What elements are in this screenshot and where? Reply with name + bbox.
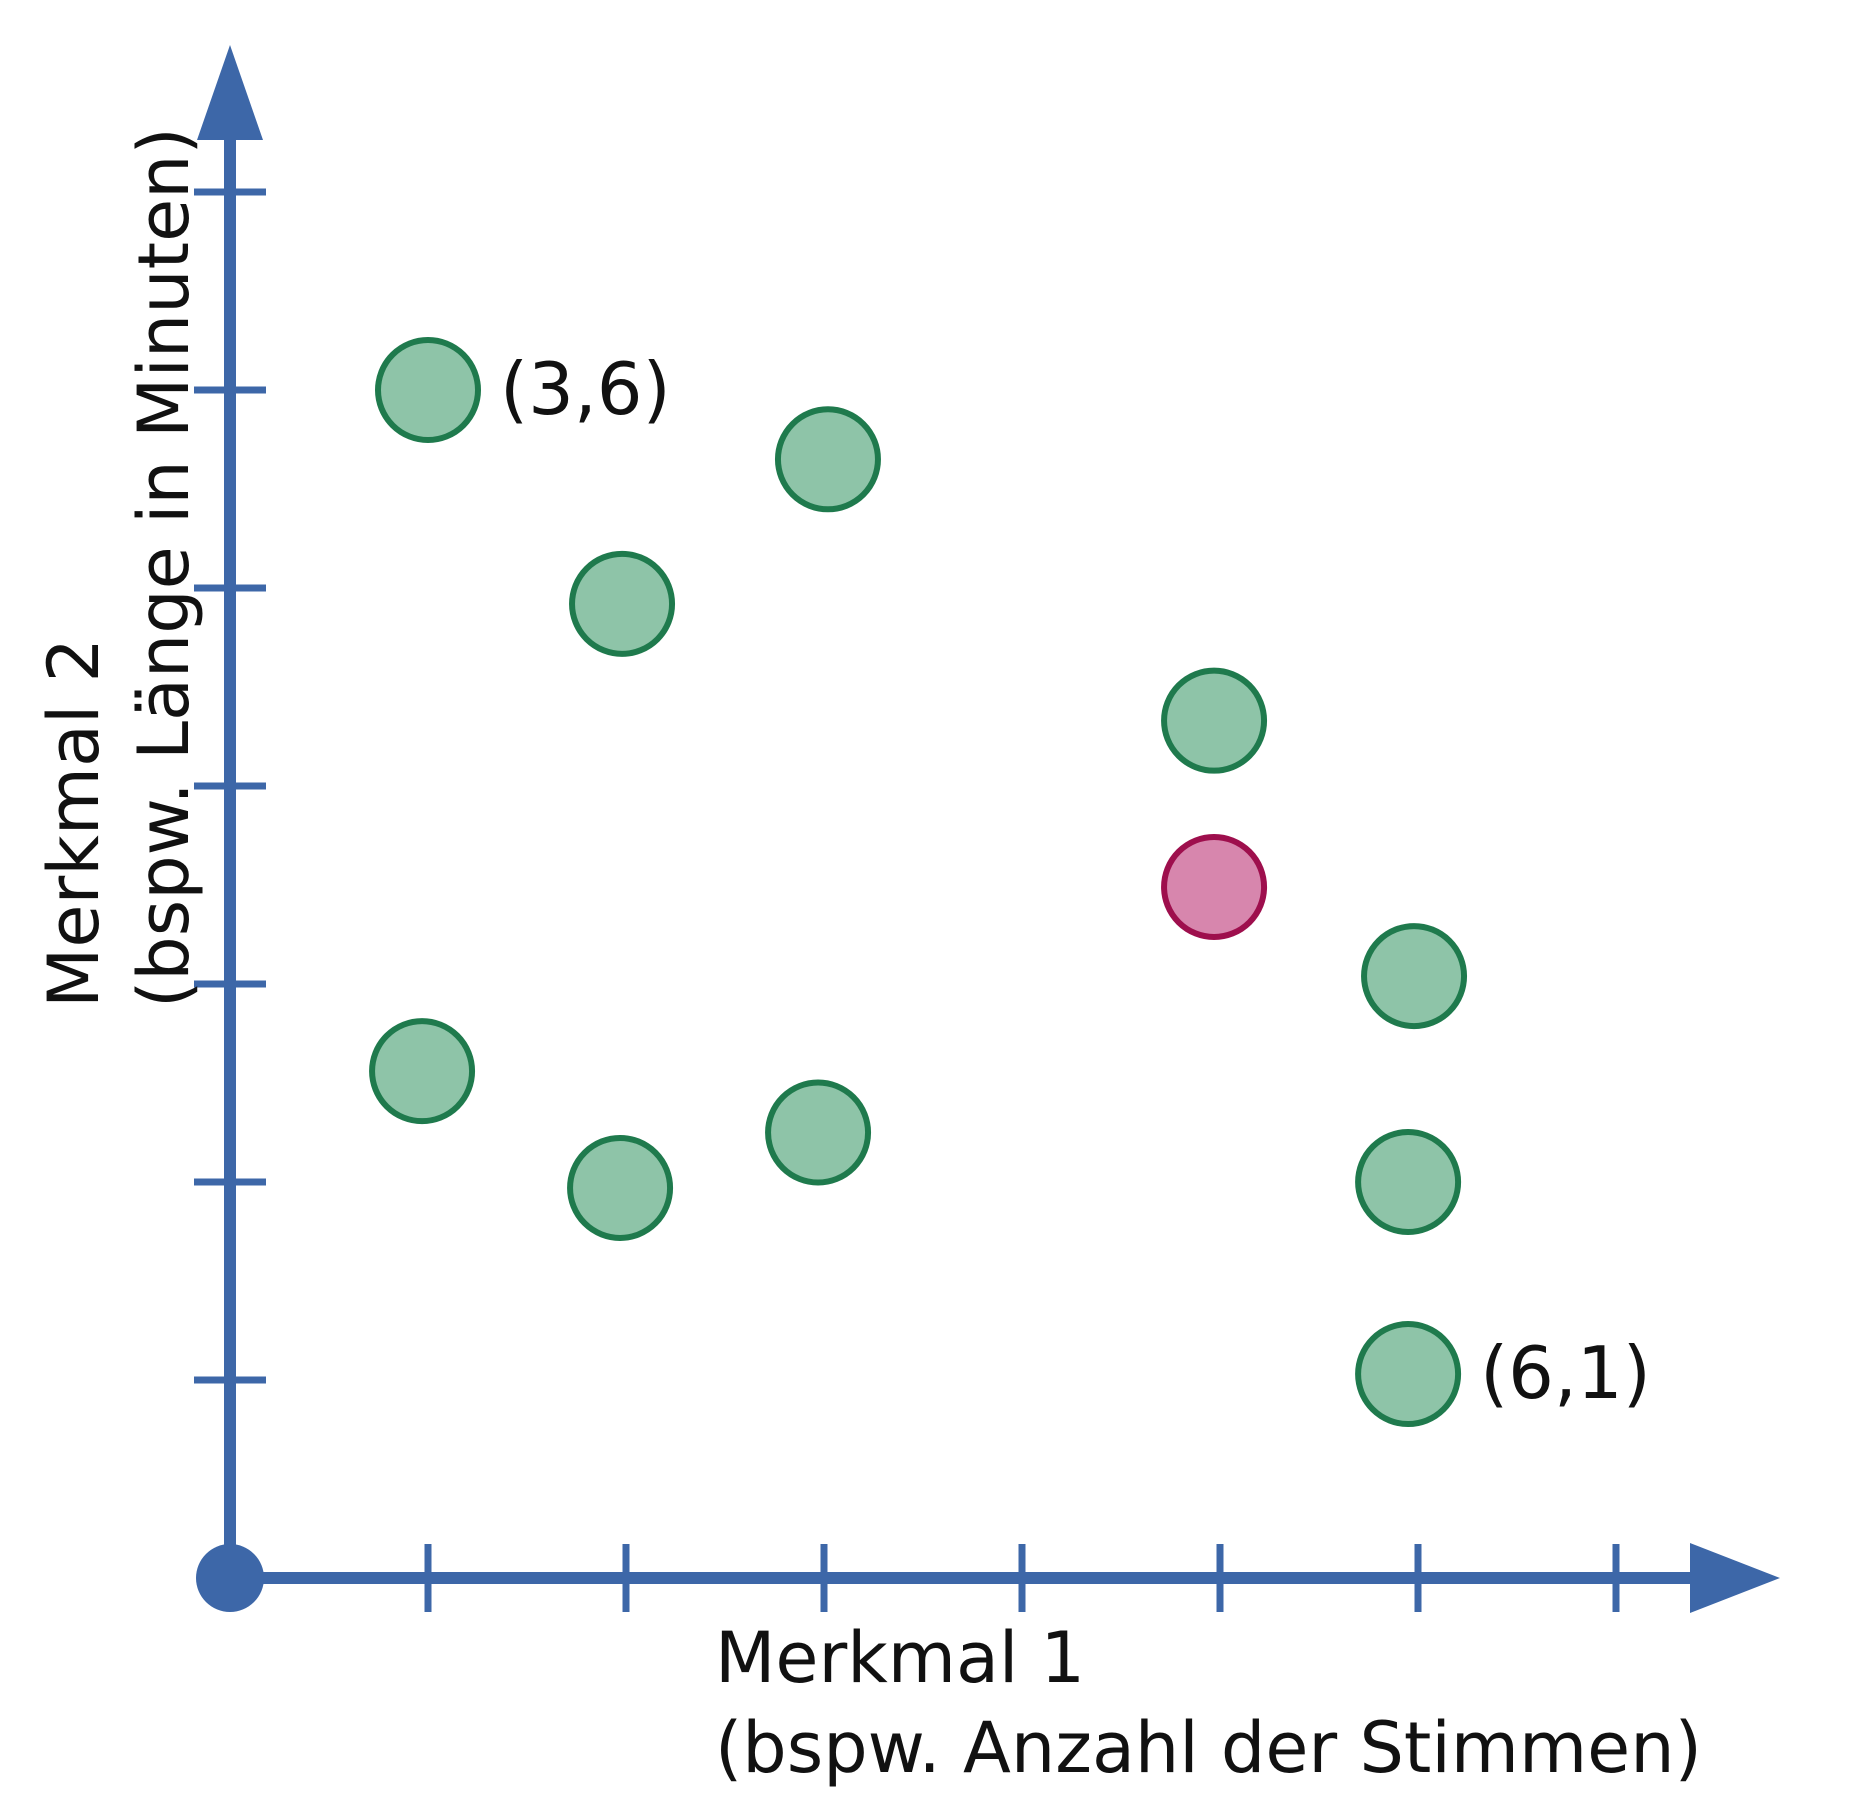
point-label: (3,6) xyxy=(500,347,671,431)
point-label: (6,1) xyxy=(1480,1331,1651,1415)
y-axis-label-line-2: (bspw. Länge in Minuten) xyxy=(123,127,205,1008)
data-point-1 xyxy=(375,337,481,443)
x-axis-arrow xyxy=(1690,1543,1780,1613)
data-point-2 xyxy=(774,406,881,513)
y-axis-arrow xyxy=(197,45,263,140)
x-axis-label-line-2: (bspw. Anzahl der Stimmen) xyxy=(715,1707,1702,1789)
data-point-4 xyxy=(1161,667,1268,774)
data-point-11 xyxy=(1355,1321,1462,1428)
data-point-7 xyxy=(369,1018,476,1125)
data-point-6 xyxy=(1361,923,1468,1030)
x-axis-label-line-1: Merkmal 1 xyxy=(715,1617,1085,1699)
data-point-3 xyxy=(569,550,676,657)
y-axis-label-line-1: Merkmal 2 xyxy=(33,638,115,1008)
data-point-8 xyxy=(567,1134,674,1241)
data-point-9 xyxy=(765,1079,872,1186)
data-point-10 xyxy=(1355,1129,1462,1235)
origin-dot xyxy=(196,1544,264,1612)
highlight-point xyxy=(1161,833,1268,940)
